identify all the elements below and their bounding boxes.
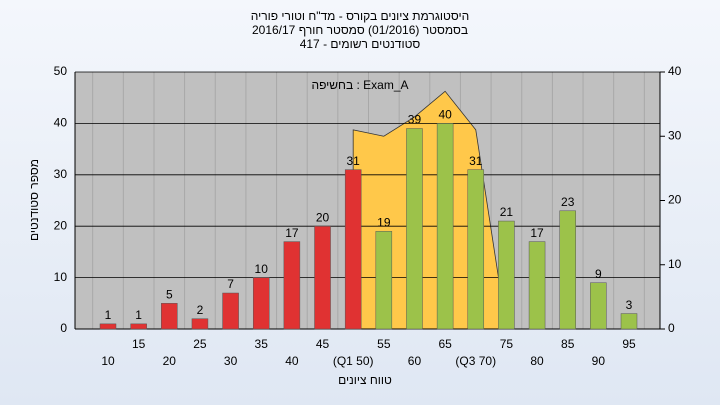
y-tick-label: 50 (54, 64, 68, 78)
y2-tick-label: 30 (668, 128, 682, 142)
data-label: 7 (227, 277, 234, 291)
data-label: 23 (561, 195, 575, 209)
y2-tick-label: 20 (668, 193, 682, 207)
bar (436, 123, 454, 330)
x-tick-label: 25 (193, 337, 207, 351)
bar (130, 323, 147, 330)
x-axis-label: טווח ציונים (338, 373, 392, 387)
x-tick-label: (Q3 70) (455, 354, 496, 368)
x-tick-label: 15 (132, 337, 146, 351)
y-tick-label: 20 (54, 218, 68, 232)
x-tick-label: 85 (561, 337, 575, 351)
x-tick-label: 60 (408, 354, 422, 368)
x-tick-label: (Q1 50) (333, 354, 374, 368)
bar (283, 241, 301, 330)
data-label: 39 (408, 113, 422, 127)
data-label: 31 (346, 154, 360, 168)
y-tick-label: 30 (54, 167, 68, 181)
x-tick-label: 40 (285, 354, 299, 368)
bar (314, 225, 331, 330)
chart-subtitle: בסמסטר (01/2016) סמסטר חורף 2016/17 (252, 23, 468, 37)
x-tick-label: 90 (592, 354, 606, 368)
data-label: 19 (377, 216, 391, 230)
data-label: 5 (166, 287, 173, 301)
y-axis-label: מספר סטודנטים (27, 159, 41, 241)
x-tick-label: 95 (622, 337, 636, 351)
x-tick-label: 55 (377, 337, 391, 351)
bar (191, 318, 209, 330)
data-label: 21 (500, 205, 514, 219)
x-tick-label: 10 (101, 354, 115, 368)
bar (590, 282, 607, 330)
data-label: 1 (135, 308, 142, 322)
y-tick-label: 10 (54, 270, 68, 284)
data-label: 3 (626, 298, 633, 312)
bar (467, 169, 485, 330)
annotation: בחשיפה : Exam_A (312, 78, 409, 92)
bar (528, 241, 546, 330)
bar (161, 303, 178, 330)
bar (222, 292, 239, 330)
x-tick-label: 35 (255, 337, 269, 351)
bar (498, 220, 515, 330)
bar (375, 231, 393, 330)
bar (99, 323, 117, 330)
bar (252, 277, 270, 330)
chart-title: היסטוגרמת ציונים בקורס - מד"ח וטורי פורי… (251, 9, 469, 23)
y2-tick-label: 10 (668, 257, 682, 271)
data-label: 1 (105, 308, 112, 322)
bar (559, 210, 576, 330)
bar (344, 169, 362, 330)
x-tick-label: 20 (163, 354, 177, 368)
data-label: 31 (469, 154, 483, 168)
y-tick-label: 0 (60, 321, 67, 335)
data-label: 20 (316, 210, 330, 224)
data-label: 17 (530, 226, 544, 240)
bar (620, 313, 638, 330)
x-tick-label: 80 (530, 354, 544, 368)
y2-tick-label: 40 (668, 64, 682, 78)
x-tick-label: 45 (316, 337, 330, 351)
x-tick-label: 65 (438, 337, 452, 351)
y-tick-label: 40 (54, 116, 68, 130)
data-label: 10 (255, 262, 269, 276)
data-label: 17 (285, 226, 299, 240)
y2-tick-label: 0 (668, 321, 675, 335)
data-label: 9 (595, 267, 602, 281)
bar (406, 128, 423, 330)
chart-subtitle: סטודנטים רשומים - 417 (300, 37, 421, 51)
x-tick-label: 30 (224, 354, 238, 368)
data-label: 40 (438, 108, 452, 122)
data-label: 2 (197, 303, 204, 317)
x-tick-label: 75 (500, 337, 514, 351)
